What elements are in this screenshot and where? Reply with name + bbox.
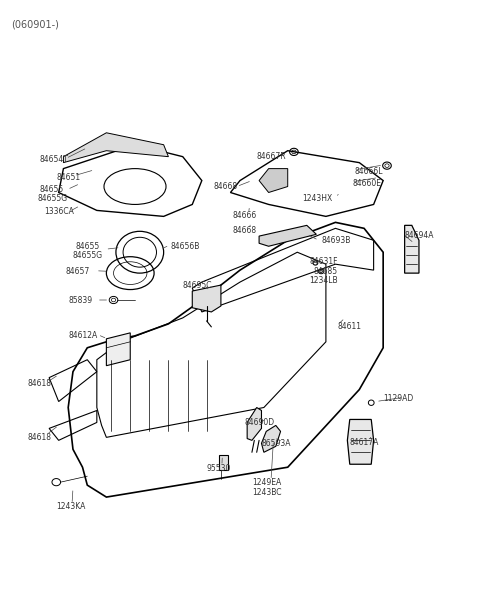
Text: 84656B: 84656B: [171, 242, 200, 251]
Text: 84654T: 84654T: [39, 155, 69, 164]
Text: 84655: 84655: [39, 185, 64, 194]
Text: 84657: 84657: [66, 267, 90, 276]
Polygon shape: [348, 419, 373, 464]
Text: 84693B: 84693B: [321, 236, 350, 245]
Text: 84695C: 84695C: [183, 281, 212, 290]
Text: (060901-): (060901-): [11, 19, 59, 29]
Text: 1243HX: 1243HX: [302, 194, 332, 203]
Text: 84618: 84618: [28, 379, 52, 388]
Polygon shape: [259, 226, 316, 246]
Text: 84655G: 84655G: [37, 194, 67, 203]
Polygon shape: [405, 226, 419, 273]
Polygon shape: [63, 133, 168, 163]
Text: 84655: 84655: [75, 242, 100, 251]
Text: 84668: 84668: [214, 182, 238, 191]
Text: 84611: 84611: [338, 322, 362, 331]
Text: 1243KA: 1243KA: [56, 502, 85, 511]
Text: 84660E: 84660E: [352, 179, 381, 188]
Text: 84685: 84685: [314, 267, 338, 276]
Text: 84668: 84668: [233, 226, 257, 235]
Polygon shape: [247, 407, 262, 440]
Text: 84666: 84666: [233, 211, 257, 220]
Text: 1129AD: 1129AD: [383, 394, 413, 403]
Text: 84667R: 84667R: [257, 152, 287, 161]
Text: 1243BC: 1243BC: [252, 488, 281, 497]
Text: 86593A: 86593A: [262, 439, 291, 448]
Text: 1234LB: 1234LB: [309, 276, 338, 285]
Text: 84651: 84651: [56, 173, 80, 182]
Text: 85839: 85839: [68, 296, 92, 305]
Polygon shape: [192, 285, 221, 312]
Text: 84666L: 84666L: [355, 167, 383, 176]
Text: 84694A: 84694A: [405, 231, 434, 240]
Polygon shape: [218, 455, 228, 470]
Polygon shape: [259, 169, 288, 193]
Polygon shape: [262, 425, 281, 452]
Text: 84612A: 84612A: [68, 331, 97, 340]
Polygon shape: [107, 333, 130, 365]
Text: 84690D: 84690D: [245, 418, 275, 427]
Text: 95530: 95530: [206, 464, 231, 473]
Text: 1336CA: 1336CA: [44, 207, 74, 216]
Text: 84655G: 84655G: [72, 251, 102, 260]
Text: 1249EA: 1249EA: [252, 478, 281, 487]
Text: 84617A: 84617A: [350, 437, 379, 446]
Text: 84618: 84618: [28, 433, 52, 442]
Text: 84631F: 84631F: [309, 257, 338, 266]
